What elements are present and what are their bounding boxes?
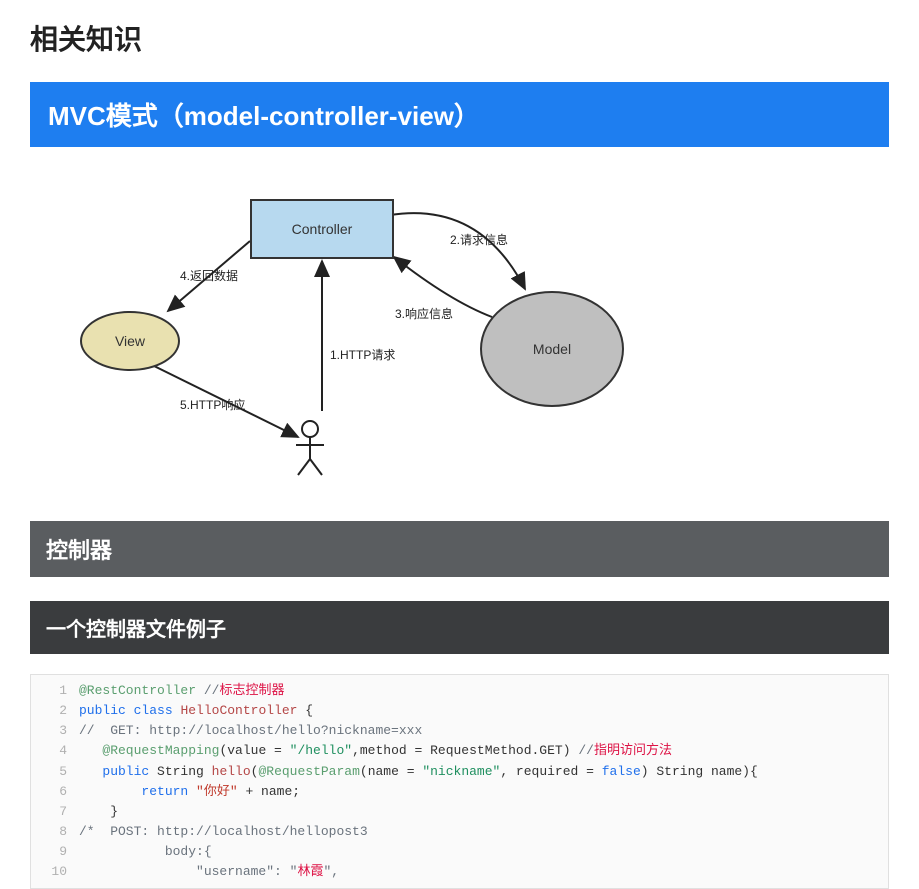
code-content: public class HelloController { bbox=[79, 701, 313, 721]
banner-mvc: MVC模式（model-controller-view） bbox=[30, 82, 889, 147]
line-number: 5 bbox=[31, 762, 79, 782]
node-model-label: Model bbox=[533, 341, 571, 357]
page-title: 相关知识 bbox=[30, 18, 889, 58]
edge-label-3: 3.响应信息 bbox=[395, 305, 453, 322]
code-content: return "你好" + name; bbox=[79, 782, 300, 802]
banner-example: 一个控制器文件例子 bbox=[30, 601, 889, 654]
code-line: 2public class HelloController { bbox=[31, 701, 888, 721]
banner-controller: 控制器 bbox=[30, 521, 889, 577]
node-view-label: View bbox=[115, 333, 145, 349]
code-content: @RestController //标志控制器 bbox=[79, 681, 284, 701]
edge-label-1: 1.HTTP请求 bbox=[330, 346, 395, 363]
mvc-diagram: Controller View Model 1.HTTP请求 2.请求信息 3.… bbox=[50, 171, 670, 491]
line-number: 8 bbox=[31, 822, 79, 842]
line-number: 1 bbox=[31, 681, 79, 701]
code-line: 9 body:{ bbox=[31, 842, 888, 862]
line-number: 2 bbox=[31, 701, 79, 721]
line-number: 3 bbox=[31, 721, 79, 741]
code-line: 4 @RequestMapping(value = "/hello",metho… bbox=[31, 741, 888, 761]
code-line: 10 "username": "林霞", bbox=[31, 862, 888, 882]
code-content: /* POST: http://localhost/hellopost3 bbox=[79, 822, 368, 842]
code-content: // GET: http://localhost/hello?nickname=… bbox=[79, 721, 422, 741]
code-content: @RequestMapping(value = "/hello",method … bbox=[79, 741, 672, 761]
line-number: 7 bbox=[31, 802, 79, 822]
code-content: "username": "林霞", bbox=[79, 862, 339, 882]
code-line: 8/* POST: http://localhost/hellopost3 bbox=[31, 822, 888, 842]
node-controller: Controller bbox=[250, 199, 394, 259]
node-model: Model bbox=[480, 291, 624, 407]
edge-label-2: 2.请求信息 bbox=[450, 231, 508, 248]
node-view: View bbox=[80, 311, 180, 371]
code-content: public String hello(@RequestParam(name =… bbox=[79, 762, 758, 782]
code-line: 7 } bbox=[31, 802, 888, 822]
code-line: 3// GET: http://localhost/hello?nickname… bbox=[31, 721, 888, 741]
node-controller-label: Controller bbox=[292, 221, 353, 237]
code-line: 6 return "你好" + name; bbox=[31, 782, 888, 802]
line-number: 9 bbox=[31, 842, 79, 862]
code-line: 5 public String hello(@RequestParam(name… bbox=[31, 762, 888, 782]
edge-label-4: 4.返回数据 bbox=[180, 267, 238, 284]
line-number: 10 bbox=[31, 862, 79, 882]
line-number: 4 bbox=[31, 741, 79, 761]
code-line: 1@RestController //标志控制器 bbox=[31, 681, 888, 701]
edge-label-5: 5.HTTP响应 bbox=[180, 396, 245, 413]
line-number: 6 bbox=[31, 782, 79, 802]
code-content: } bbox=[79, 802, 118, 822]
code-content: body:{ bbox=[79, 842, 212, 862]
